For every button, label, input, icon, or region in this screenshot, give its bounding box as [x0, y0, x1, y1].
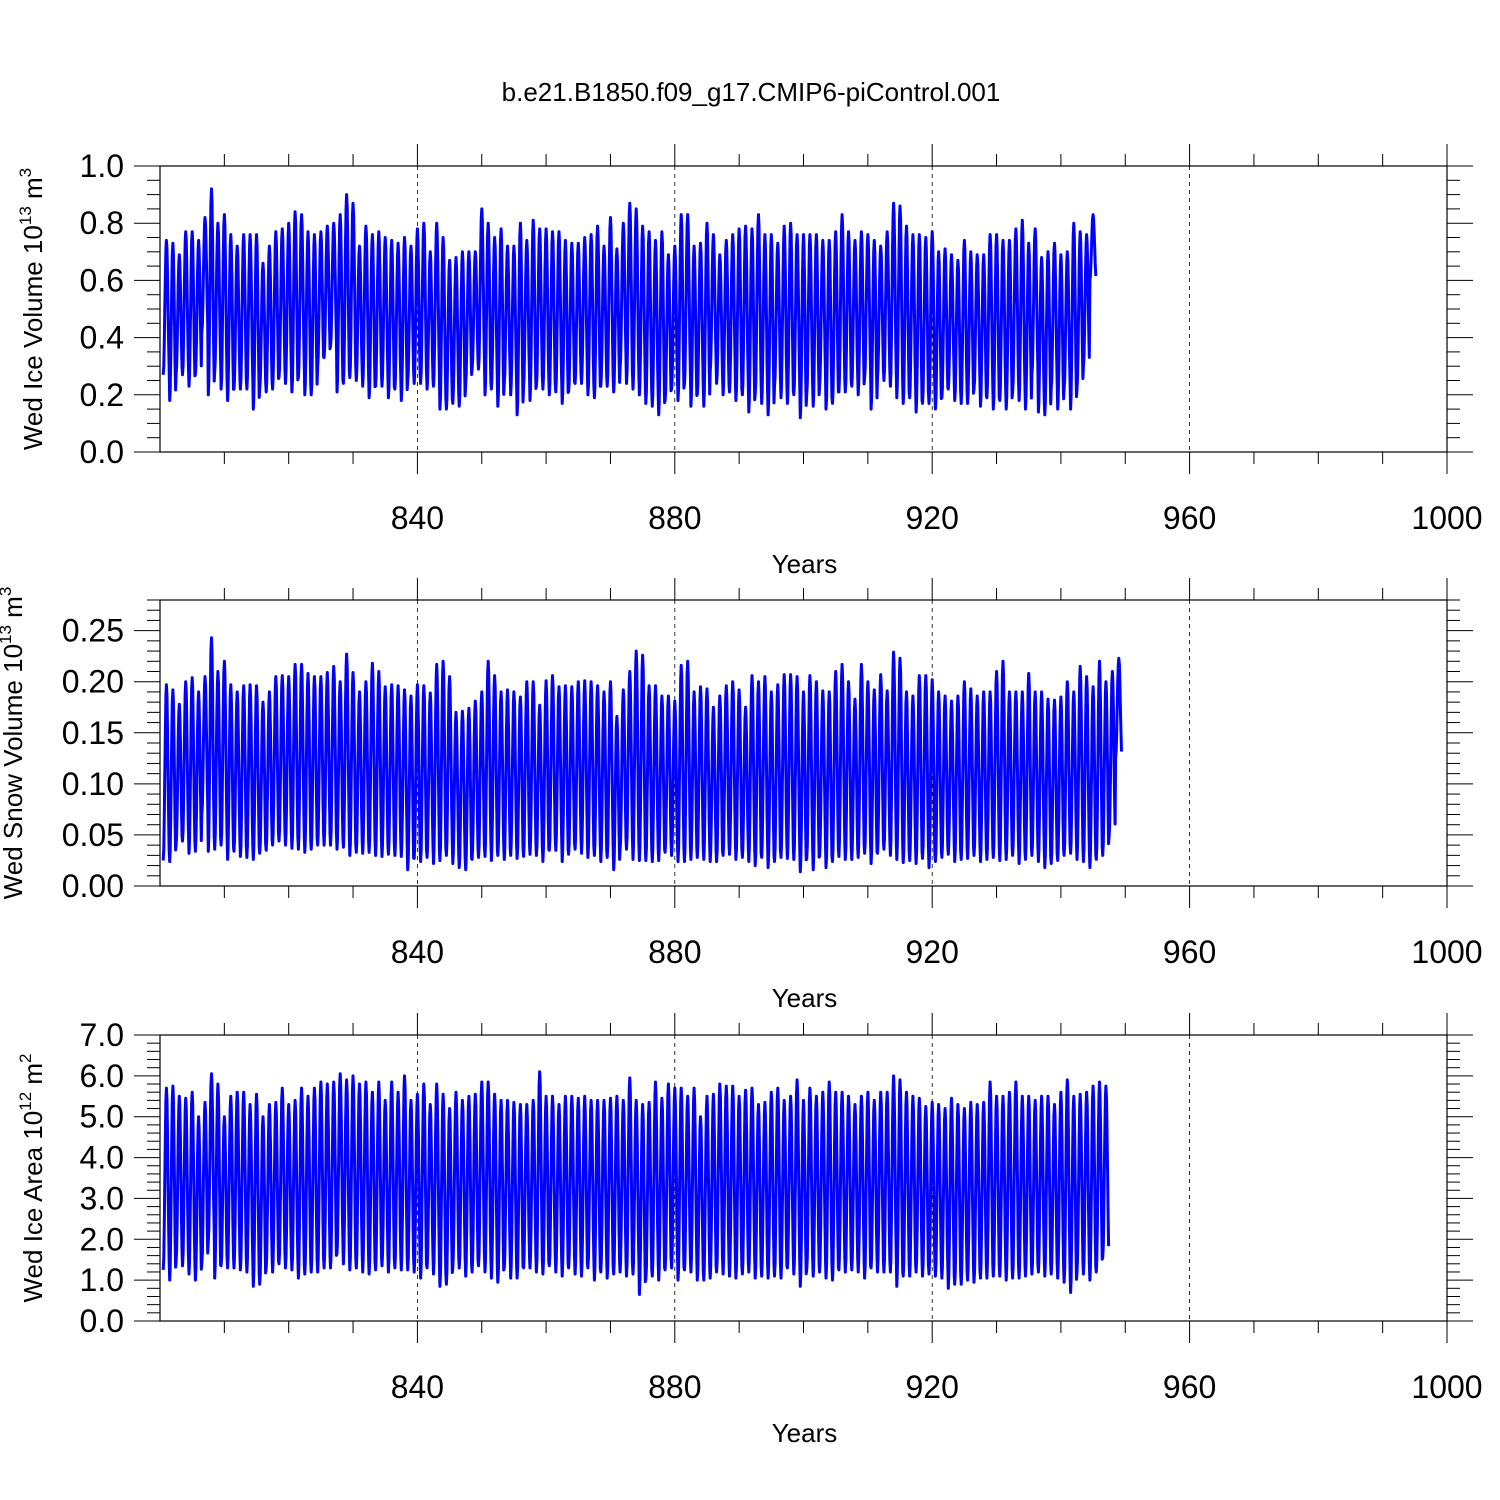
x-tick-label: 840 — [391, 500, 444, 536]
y-tick-label: 1.0 — [80, 1262, 124, 1298]
y-axis-title-unit-exponent: 3 — [0, 587, 15, 596]
x-tick-label: 960 — [1163, 1369, 1216, 1405]
y-tick-label: 4.0 — [80, 1140, 124, 1176]
y-tick-label: 0.4 — [80, 320, 124, 356]
y-tick-label: 0.15 — [62, 715, 124, 751]
y-tick-label: 1.0 — [80, 148, 124, 184]
x-tick-label: 920 — [906, 934, 959, 970]
y-axis-title-unit-exponent: 3 — [16, 168, 35, 177]
y-axis-title: Wed Snow Volume 1013 m3 — [0, 587, 28, 900]
y-axis-title-exponent: 13 — [0, 625, 15, 644]
y-axis-title-unit: m — [0, 596, 28, 625]
series-line-1 — [161, 187, 1098, 420]
x-tick-label: 960 — [1163, 934, 1216, 970]
y-tick-label: 2.0 — [80, 1221, 124, 1257]
panels: 840 880 920 960 1000 0.0 0.2 0.4 0.6 0.8 1.0 Years W… — [0, 144, 1483, 1448]
x-tick-label: 880 — [648, 934, 701, 970]
y-tick-label: 0.8 — [80, 205, 124, 241]
x-axis-title: Years — [772, 1418, 838, 1448]
figure-title: b.e21.B1850.f09_g17.CMIP6-piControl.001 — [502, 77, 1001, 107]
y-tick-label: 0.20 — [62, 664, 124, 700]
series-line-1 — [161, 1070, 1111, 1296]
y-tick-label: 0.2 — [80, 377, 124, 413]
y-axis-title-text: Wed Snow Volume 10 — [0, 644, 28, 899]
series-line-1 — [161, 636, 1123, 874]
y-tick-label: 6.0 — [80, 1058, 124, 1094]
y-axis-title-unit-exponent: 2 — [16, 1053, 35, 1062]
y-tick-label: 0.25 — [62, 613, 124, 649]
chart-panel-2: 840 880 920 960 1000 0.00 0.05 0.10 0.15 0.20 0.25… — [0, 578, 1483, 1013]
y-tick-label: 0.0 — [80, 434, 124, 470]
y-tick-label: 0.0 — [80, 1303, 124, 1339]
x-tick-label: 920 — [906, 1369, 959, 1405]
y-tick-label: 0.10 — [62, 766, 124, 802]
y-tick-label: 7.0 — [80, 1017, 124, 1053]
x-tick-label: 880 — [648, 1369, 701, 1405]
x-tick-label: 880 — [648, 500, 701, 536]
x-tick-label: 920 — [906, 500, 959, 536]
x-tick-label: 840 — [391, 1369, 444, 1405]
chart-panel-3: 840 880 920 960 1000 0.0 1.0 2.0 3.0 4.0 5.0 6.0 7.0… — [16, 1013, 1483, 1448]
x-axis-title: Years — [772, 549, 838, 579]
y-tick-label: 0.00 — [62, 868, 124, 904]
y-tick-label: 5.0 — [80, 1099, 124, 1135]
y-axis-title-unit: m — [18, 1063, 48, 1092]
y-tick-label: 3.0 — [80, 1180, 124, 1216]
y-axis-title: Wed Ice Area 1012 m2 — [16, 1053, 48, 1302]
y-tick-label: 0.05 — [62, 817, 124, 853]
y-axis-title-exponent: 13 — [16, 206, 35, 225]
y-axis-title-text: Wed Ice Area 10 — [18, 1111, 48, 1303]
chart-panel-1: 840 880 920 960 1000 0.0 0.2 0.4 0.6 0.8 1.0 Years W… — [16, 144, 1483, 579]
y-axis-title: Wed Ice Volume 1013 m3 — [16, 168, 48, 450]
y-tick-label: 0.6 — [80, 262, 124, 298]
x-axis-title: Years — [772, 983, 838, 1013]
x-tick-label: 840 — [391, 934, 444, 970]
x-tick-label: 960 — [1163, 500, 1216, 536]
y-axis-title-unit: m — [18, 177, 48, 206]
y-axis-title-text: Wed Ice Volume 10 — [18, 225, 48, 450]
x-tick-label: 1000 — [1411, 934, 1482, 970]
x-tick-label: 1000 — [1411, 500, 1482, 536]
y-axis-title-exponent: 12 — [16, 1092, 35, 1111]
x-tick-label: 1000 — [1411, 1369, 1482, 1405]
